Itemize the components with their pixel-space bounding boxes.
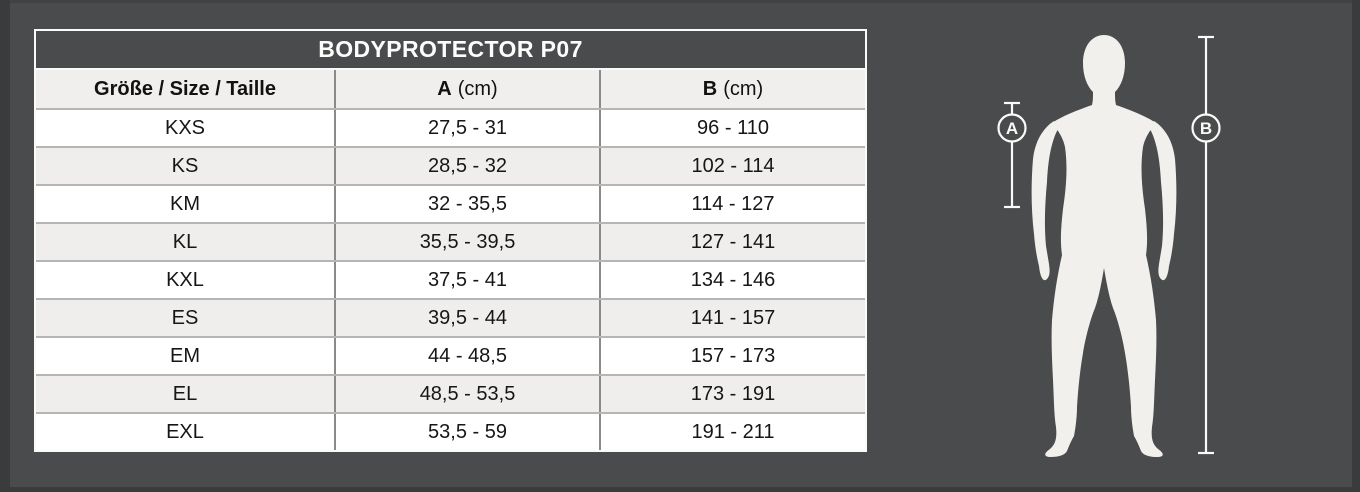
measure-b-cell: 191 - 211 <box>599 414 865 450</box>
measure-b-cell: 134 - 146 <box>599 262 865 298</box>
header-b-letter: B <box>702 77 718 100</box>
header-measure-b-column: B (cm) <box>599 70 865 108</box>
size-cell: EL <box>172 382 198 405</box>
table-row: KXS 27,5 - 31 96 - 110 <box>36 108 865 146</box>
size-cell: EXL <box>166 420 204 443</box>
measure-a-cell: 32 - 35,5 <box>334 186 599 222</box>
size-cell: KS <box>171 154 199 177</box>
measure-a-cell: 44 - 48,5 <box>334 338 599 374</box>
measure-b-cell: 96 - 110 <box>599 110 865 146</box>
table-row: KS 28,5 - 32 102 - 114 <box>36 146 865 184</box>
measure-b-badge: B <box>1191 113 1221 143</box>
table-row: KXL 37,5 - 41 134 - 146 <box>36 260 865 298</box>
measure-a-cell: 28,5 - 32 <box>334 148 599 184</box>
measure-a-cell: 27,5 - 31 <box>334 110 599 146</box>
header-b-unit: (cm) <box>723 77 764 100</box>
table-row: EL 48,5 - 53,5 173 - 191 <box>36 374 865 412</box>
size-cell: KXL <box>166 268 204 291</box>
size-cell: ES <box>171 306 199 329</box>
table-row: EXL 53,5 - 59 191 - 211 <box>36 412 865 450</box>
human-silhouette <box>1031 35 1177 457</box>
measurement-diagram: A B <box>985 25 1230 465</box>
measure-a-cell: 35,5 - 39,5 <box>334 224 599 260</box>
measure-b-cell: 141 - 157 <box>599 300 865 336</box>
header-a-unit: (cm) <box>457 77 498 100</box>
measure-b-label: B <box>1200 119 1212 138</box>
table-header-row: Größe / Size / Taille A (cm) B (cm) <box>36 70 865 108</box>
table-title: BODYPROTECTOR P07 <box>36 31 865 70</box>
size-cell: EM <box>170 344 200 367</box>
measure-b-cell: 114 - 127 <box>599 186 865 222</box>
size-cell: KL <box>172 230 198 253</box>
header-a-letter: A <box>437 77 452 100</box>
measure-b-cell: 173 - 191 <box>599 376 865 412</box>
table-row: ES 39,5 - 44 141 - 157 <box>36 298 865 336</box>
size-cell: KM <box>170 192 200 215</box>
table-row: KM 32 - 35,5 114 - 127 <box>36 184 865 222</box>
size-table: BODYPROTECTOR P07 Größe / Size / Taille … <box>34 29 867 452</box>
measure-b-line <box>1198 35 1214 455</box>
measure-a-badge: A <box>997 113 1027 143</box>
measure-b-cell: 102 - 114 <box>599 148 865 184</box>
header-size-column: Größe / Size / Taille <box>94 77 276 100</box>
measure-a-cell: 48,5 - 53,5 <box>334 376 599 412</box>
table-body: KXS 27,5 - 31 96 - 110 KS 28,5 - 32 102 … <box>36 108 865 450</box>
measure-a-cell: 53,5 - 59 <box>334 414 599 450</box>
measure-b-cell: 127 - 141 <box>599 224 865 260</box>
header-measure-a-column: A (cm) <box>334 70 599 108</box>
size-cell: KXS <box>164 116 206 139</box>
measure-b-cell: 157 - 173 <box>599 338 865 374</box>
table-row: EM 44 - 48,5 157 - 173 <box>36 336 865 374</box>
table-row: KL 35,5 - 39,5 127 - 141 <box>36 222 865 260</box>
measure-a-cell: 39,5 - 44 <box>334 300 599 336</box>
measure-a-label: A <box>1006 119 1018 138</box>
measure-a-cell: 37,5 - 41 <box>334 262 599 298</box>
